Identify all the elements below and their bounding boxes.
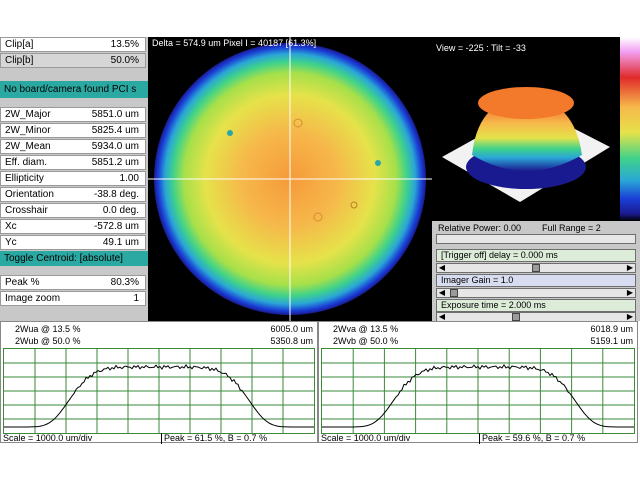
- dust-spot: [313, 212, 323, 222]
- profile-graph: [322, 349, 634, 433]
- exposure-field[interactable]: Exposure time = 2.000 ms: [436, 299, 636, 312]
- control-panel: Relative Power: 0.00 Full Range = 2 [Tri…: [432, 221, 640, 322]
- color-scale-bar: [620, 37, 640, 221]
- slider-thumb[interactable]: [511, 313, 520, 321]
- row-value: 49.1 um: [102, 237, 139, 248]
- row-label: Orientation: [5, 189, 54, 200]
- beam-image-view[interactable]: Delta = 574.9 um Pixel I = 40187 [61.3%]: [148, 37, 432, 321]
- row-label: Clip[a]: [5, 39, 34, 50]
- row-label: Clip[b]: [5, 55, 34, 66]
- trigger-slider[interactable]: ◀ ▶: [436, 263, 636, 273]
- row-label: Xc: [5, 221, 17, 232]
- dust-spot: [227, 130, 233, 136]
- row-value: 80.3%: [110, 277, 139, 288]
- toggle-centroid-button[interactable]: Toggle Centroid: [absolute]: [0, 251, 148, 266]
- profile-curve: [4, 363, 314, 428]
- arrow-left-icon[interactable]: ◀: [438, 263, 446, 272]
- row-orientation: Orientation -38.8 deg.: [0, 187, 146, 202]
- profile-plot-v: [321, 348, 635, 434]
- peak-label: Peak = 59.6 %, B = 0.7 %: [479, 433, 585, 444]
- profile-value: 5159.1 um: [590, 336, 633, 346]
- row-value: 5851.0 um: [91, 109, 139, 120]
- profile-graph: [4, 349, 314, 433]
- row-crosshair[interactable]: Crosshair 0.0 deg.: [0, 203, 146, 218]
- row-label: 2W_Minor: [5, 125, 51, 136]
- row-value: -38.8 deg.: [93, 189, 139, 200]
- row-value: 50.0%: [110, 55, 139, 66]
- profile-label: 2Wub @ 50.0 %: [15, 336, 81, 346]
- row-value: 1: [133, 293, 139, 304]
- row-ellipticity: Ellipticity 1.00: [0, 171, 146, 186]
- beam-header: Delta = 574.9 um Pixel I = 40187 [61.3%]: [152, 38, 317, 48]
- dust-spot: [375, 160, 381, 166]
- profile-plot-u: [3, 348, 315, 434]
- row-value: 5934.0 um: [91, 141, 139, 152]
- row-label: Ellipticity: [5, 173, 44, 184]
- row-peak: Peak % 80.3%: [0, 275, 146, 290]
- full-range-label: Full Range = 2: [542, 223, 601, 233]
- profile-value: 6005.0 um: [270, 324, 313, 334]
- row-value: 0.0 deg.: [102, 205, 139, 216]
- profile-curve: [322, 363, 634, 428]
- beam-image: [148, 37, 432, 321]
- row-clip-b[interactable]: Clip[b] 50.0%: [0, 53, 146, 68]
- relative-power-bar: [436, 234, 636, 244]
- row-label: Peak %: [5, 277, 40, 288]
- scale-label: Scale = 1000.0 um/div: [321, 433, 411, 443]
- row-2w-mean: 2W_Mean 5934.0 um: [0, 139, 146, 154]
- relative-power-label: Relative Power: 0.00: [438, 223, 522, 233]
- profile-label: 2Wva @ 13.5 %: [333, 324, 399, 334]
- peak-label: Peak = 61.5 %, B = 0.7 %: [161, 433, 267, 444]
- row-label: 2W_Major: [5, 109, 51, 120]
- dust-spot: [350, 201, 358, 209]
- arrow-right-icon[interactable]: ▶: [626, 288, 634, 297]
- row-yc: Yc 49.1 um: [0, 235, 146, 250]
- profile-pane-v: 2Wva @ 13.5 % 6018.9 um 2Wvb @ 50.0 % 51…: [318, 321, 638, 444]
- slider-thumb[interactable]: [450, 289, 459, 297]
- row-value: 1.00: [119, 173, 139, 184]
- arrow-right-icon[interactable]: ▶: [626, 263, 634, 272]
- imager-gain-field[interactable]: Imager Gain = 1.0: [436, 274, 636, 287]
- row-2w-minor: 2W_Minor 5825.4 um: [0, 123, 146, 138]
- slider-thumb[interactable]: [532, 264, 540, 272]
- row-label: 2W_Mean: [5, 141, 51, 152]
- dust-spot: [293, 118, 303, 128]
- surface-top: [478, 87, 574, 119]
- row-value: 5851.2 um: [91, 157, 139, 168]
- profile-label: 2Wua @ 13.5 %: [15, 324, 81, 334]
- row-label: Image zoom: [5, 293, 61, 304]
- profile-value: 6018.9 um: [590, 324, 633, 334]
- row-xc: Xc -572.8 um: [0, 219, 146, 234]
- error-banner: No board/camera found PCI s: [0, 81, 148, 98]
- scale-label: Scale = 1000.0 um/div: [3, 433, 93, 443]
- gain-slider[interactable]: ◀ ▶: [436, 288, 636, 298]
- arrow-left-icon[interactable]: ◀: [438, 288, 446, 297]
- arrow-right-icon[interactable]: ▶: [626, 312, 634, 321]
- row-value: 5825.4 um: [91, 125, 139, 136]
- profile-value: 5350.8 um: [270, 336, 313, 346]
- view-header: View = -225 : Tilt = -33: [436, 43, 526, 53]
- profile-label: 2Wvb @ 50.0 %: [333, 336, 399, 346]
- row-value: 13.5%: [110, 39, 139, 50]
- row-label: Crosshair: [5, 205, 48, 216]
- trigger-field[interactable]: [Trigger off] delay = 0.000 ms: [436, 249, 636, 262]
- 3d-profile-view[interactable]: View = -225 : Tilt = -33: [432, 37, 620, 221]
- row-label: Eff. diam.: [5, 157, 48, 168]
- measurement-panel: Clip[a] 13.5% Clip[b] 50.0% No board/cam…: [0, 37, 148, 321]
- 3d-profile: [432, 37, 620, 221]
- row-eff-diam: Eff. diam. 5851.2 um: [0, 155, 146, 170]
- arrow-left-icon[interactable]: ◀: [438, 312, 446, 321]
- row-value: -572.8 um: [93, 221, 139, 232]
- row-label: Yc: [5, 237, 17, 248]
- profile-pane-u: 2Wua @ 13.5 % 6005.0 um 2Wub @ 50.0 % 53…: [0, 321, 318, 444]
- row-image-zoom[interactable]: Image zoom 1: [0, 291, 146, 306]
- row-2w-major: 2W_Major 5851.0 um: [0, 107, 146, 122]
- row-clip-a[interactable]: Clip[a] 13.5%: [0, 37, 146, 52]
